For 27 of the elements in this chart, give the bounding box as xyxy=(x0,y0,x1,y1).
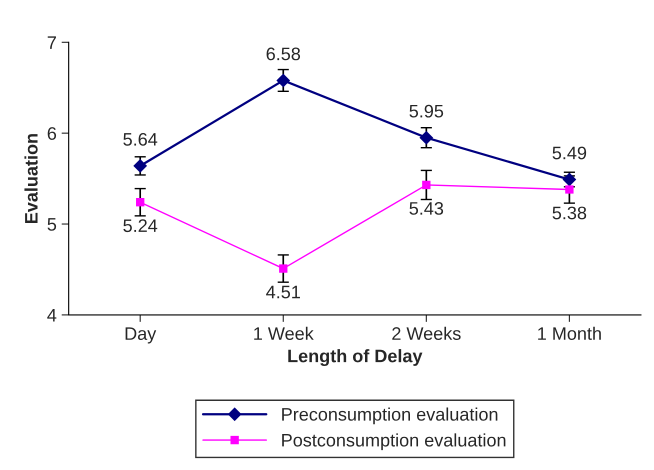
data-label: 5.64 xyxy=(123,132,158,146)
point xyxy=(565,185,574,194)
data-label: 6.58 xyxy=(266,48,300,60)
point xyxy=(134,159,147,172)
point xyxy=(279,264,288,273)
point xyxy=(422,180,430,190)
y-tick-label: 5 xyxy=(48,218,56,231)
x-tick-label: 1 Week xyxy=(254,326,314,340)
point xyxy=(276,74,290,88)
data-label: 4.51 xyxy=(266,286,300,298)
y-tick-label: 7 xyxy=(48,36,56,49)
legend-label: Postconsumption evaluation xyxy=(282,433,506,450)
data-label: 5.49 xyxy=(552,146,586,160)
x-tick-label: 1 Month xyxy=(538,326,601,340)
y-axis-title: Evaluation xyxy=(24,134,38,224)
legend-label: Preconsumption evaluation xyxy=(282,407,498,424)
y-tick-label: 6 xyxy=(48,127,56,140)
data-label: 5.95 xyxy=(409,104,444,118)
data-label: 5.38 xyxy=(552,206,586,220)
point xyxy=(136,198,144,206)
data-label: 5.24 xyxy=(123,219,158,232)
x-tick-label: Day xyxy=(126,327,156,344)
point xyxy=(420,131,433,144)
x-axis-title: Length of Delay xyxy=(288,349,422,366)
data-label: 5.43 xyxy=(409,202,444,215)
y-tick-label: 4 xyxy=(47,309,56,322)
x-tick-label: 2 Weeks xyxy=(392,326,461,340)
